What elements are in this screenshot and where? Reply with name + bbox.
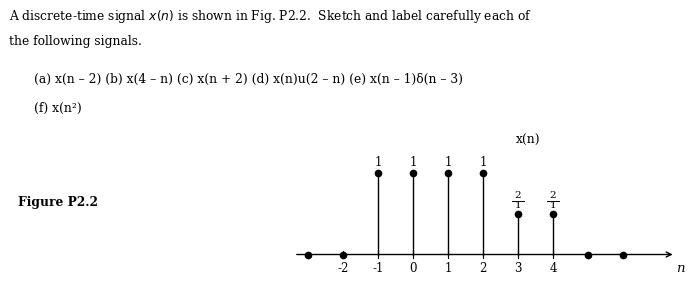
Text: -1: -1 <box>372 262 384 275</box>
Text: the following signals.: the following signals. <box>9 35 142 48</box>
Text: 1: 1 <box>410 156 416 169</box>
Text: A discrete-time signal $x(n)$ is shown in Fig. P2.2.  Sketch and label carefully: A discrete-time signal $x(n)$ is shown i… <box>9 8 532 25</box>
Text: 1: 1 <box>374 156 382 169</box>
Text: 2: 2 <box>514 191 522 200</box>
Text: 2: 2 <box>550 191 556 200</box>
Text: 0: 0 <box>410 262 416 275</box>
Text: Figure P2.2: Figure P2.2 <box>18 196 97 209</box>
Text: 1: 1 <box>514 202 522 210</box>
Text: (f) x(n²): (f) x(n²) <box>34 102 81 115</box>
Text: 1: 1 <box>444 262 452 275</box>
Text: (a) x(n – 2) (b) x(4 – n) (c) x(n + 2) (d) x(n)u(2 – n) (e) x(n – 1)δ(n – 3): (a) x(n – 2) (b) x(4 – n) (c) x(n + 2) (… <box>34 73 463 86</box>
Text: -2: -2 <box>337 262 349 275</box>
Text: 1: 1 <box>444 156 452 169</box>
Text: 3: 3 <box>514 262 522 275</box>
Text: 1: 1 <box>480 156 486 169</box>
Text: 1: 1 <box>550 202 556 210</box>
Text: x(n): x(n) <box>516 134 541 147</box>
Text: n: n <box>676 262 685 275</box>
Text: 4: 4 <box>550 262 556 275</box>
Text: 2: 2 <box>480 262 486 275</box>
